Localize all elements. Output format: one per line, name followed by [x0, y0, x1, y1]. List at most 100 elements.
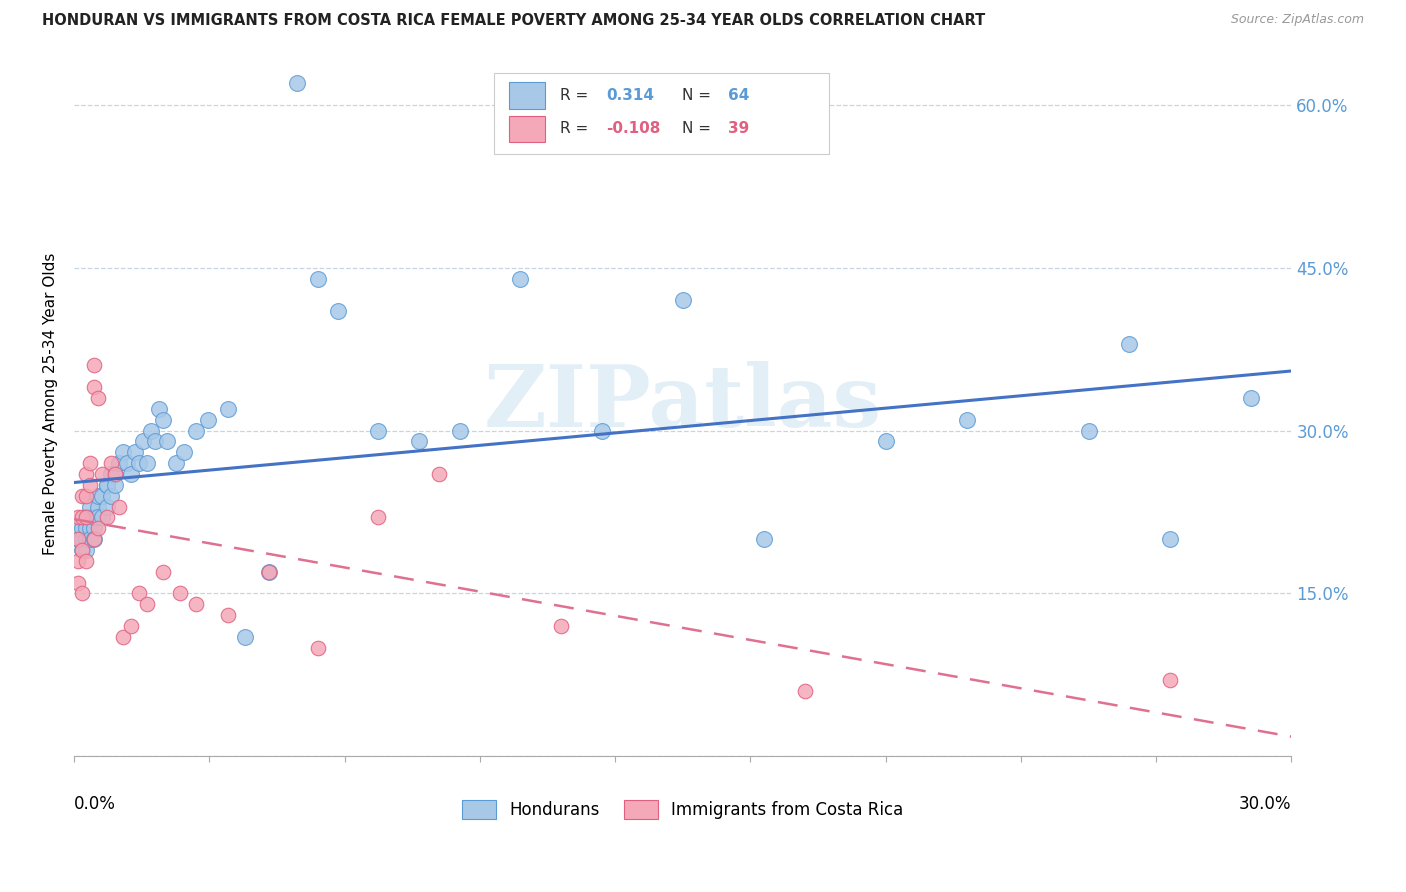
Point [100, 467, 122, 481]
Point [148, 401, 170, 416]
Point [1077, 424, 1099, 438]
Point [70, 543, 93, 558]
Point [67, 521, 90, 535]
Point [197, 413, 219, 427]
Legend: Hondurans, Immigrants from Costa Rica: Hondurans, Immigrants from Costa Rica [456, 793, 910, 825]
Point [70, 586, 93, 600]
FancyBboxPatch shape [494, 73, 830, 154]
Point [152, 565, 174, 579]
Point [111, 445, 134, 459]
Point [1159, 532, 1181, 546]
Point [169, 586, 191, 600]
Point [83, 532, 105, 546]
Point [96, 478, 118, 492]
Point [509, 271, 531, 285]
Point [1159, 673, 1181, 688]
Point [408, 434, 430, 449]
Point [257, 565, 280, 579]
Point [128, 456, 150, 470]
Point [70, 489, 93, 503]
Point [75, 554, 97, 568]
Point [285, 76, 308, 90]
Point [83, 521, 105, 535]
Y-axis label: Female Poverty Among 25-34 Year Olds: Female Poverty Among 25-34 Year Olds [44, 252, 58, 555]
Point [107, 500, 129, 514]
Point [136, 597, 159, 611]
Point [956, 413, 979, 427]
Point [75, 467, 97, 481]
Point [104, 467, 127, 481]
Point [427, 467, 450, 481]
Point [173, 445, 195, 459]
Point [75, 489, 97, 503]
Point [79, 510, 101, 524]
Point [79, 478, 101, 492]
Point [75, 543, 97, 558]
Point [67, 532, 90, 546]
Point [367, 510, 389, 524]
Text: 39: 39 [728, 121, 749, 136]
Text: 30.0%: 30.0% [1239, 795, 1292, 814]
Point [75, 521, 97, 535]
Point [67, 510, 90, 524]
Point [83, 359, 105, 373]
Point [91, 467, 114, 481]
Text: N =: N = [682, 121, 716, 136]
Point [83, 532, 105, 546]
Point [100, 489, 122, 503]
Point [87, 391, 110, 405]
Point [91, 510, 114, 524]
Point [184, 424, 207, 438]
Point [136, 456, 159, 470]
Point [793, 684, 815, 698]
Point [75, 510, 97, 524]
Point [132, 434, 155, 449]
Text: R =: R = [560, 87, 593, 103]
Point [87, 500, 110, 514]
Text: ZIPatlas: ZIPatlas [484, 361, 882, 445]
Point [79, 521, 101, 535]
Point [70, 521, 93, 535]
Point [672, 293, 695, 308]
Point [156, 434, 179, 449]
Point [96, 478, 118, 492]
Text: R =: R = [560, 121, 593, 136]
Point [87, 521, 110, 535]
Point [75, 510, 97, 524]
Point [107, 456, 129, 470]
Point [128, 586, 150, 600]
Point [111, 630, 134, 644]
Point [104, 478, 127, 492]
Point [875, 434, 897, 449]
Point [307, 271, 329, 285]
Point [100, 456, 122, 470]
Point [217, 608, 239, 623]
Point [83, 380, 105, 394]
Point [143, 434, 166, 449]
Point [217, 401, 239, 416]
Point [591, 424, 613, 438]
Point [752, 532, 775, 546]
Point [70, 543, 93, 558]
Point [83, 510, 105, 524]
Point [120, 467, 142, 481]
Bar [509, 82, 546, 109]
Point [233, 630, 256, 644]
Point [115, 456, 138, 470]
Text: Source: ZipAtlas.com: Source: ZipAtlas.com [1230, 13, 1364, 27]
Point [87, 510, 110, 524]
Text: 64: 64 [728, 87, 749, 103]
Point [307, 640, 329, 655]
Point [87, 489, 110, 503]
Point [152, 413, 174, 427]
Point [67, 554, 90, 568]
Point [70, 532, 93, 546]
Text: 0.314: 0.314 [606, 87, 654, 103]
Bar [509, 116, 546, 143]
Point [550, 619, 572, 633]
Point [96, 500, 118, 514]
Point [165, 456, 187, 470]
Point [1118, 336, 1140, 351]
Point [104, 467, 127, 481]
Point [96, 510, 118, 524]
